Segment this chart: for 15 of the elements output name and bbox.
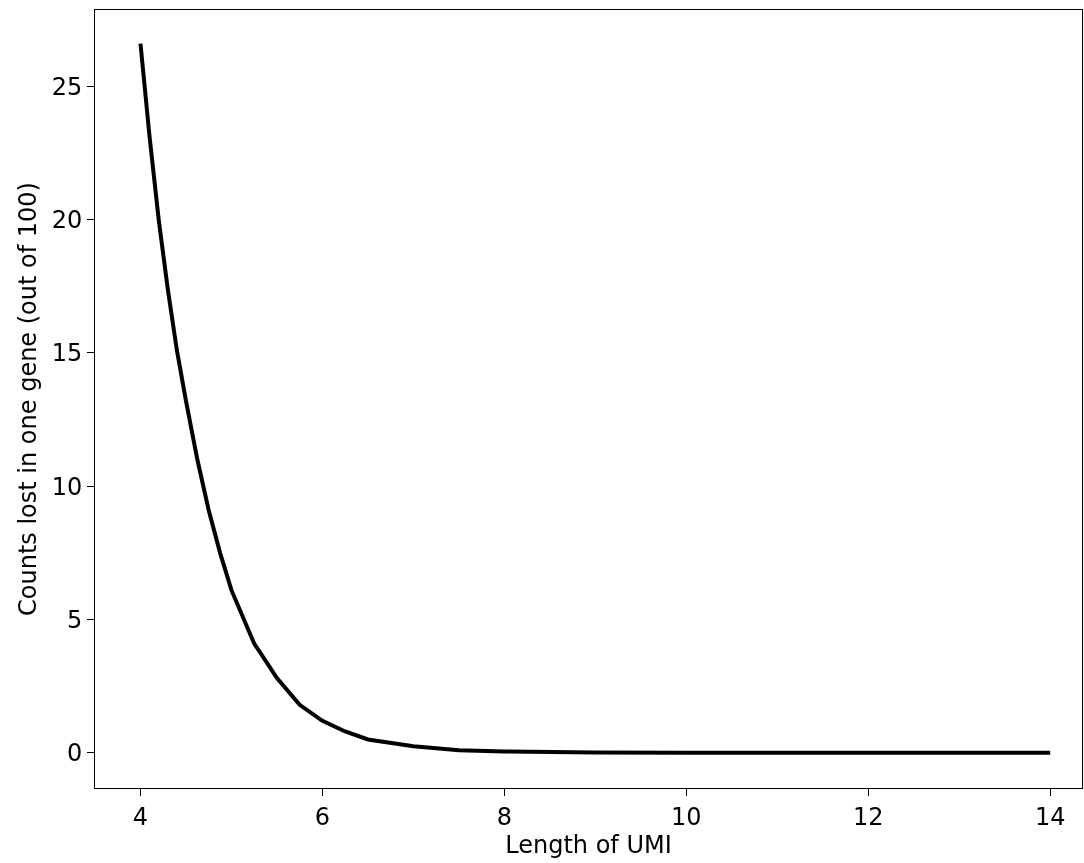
y-axis-title: Counts lost in one gene (out of 100) [13,182,42,616]
x-tick-label: 4 [132,802,149,831]
x-axis-title: Length of UMI [505,830,672,859]
y-tick-label: 5 [66,605,83,634]
x-tick-label: 10 [671,802,702,831]
line-series [138,41,1053,755]
x-tick-label: 8 [496,802,512,831]
y-tick-label: 10 [51,472,83,501]
y-tick-label: 15 [51,339,83,368]
y-tick-label: 20 [51,205,83,234]
y-tick-label: 0 [66,739,83,768]
x-tick-label: 6 [314,802,331,831]
x-tick-label: 14 [1034,802,1066,831]
y-tick-label: 25 [51,72,83,101]
x-tick-label: 12 [852,802,884,831]
